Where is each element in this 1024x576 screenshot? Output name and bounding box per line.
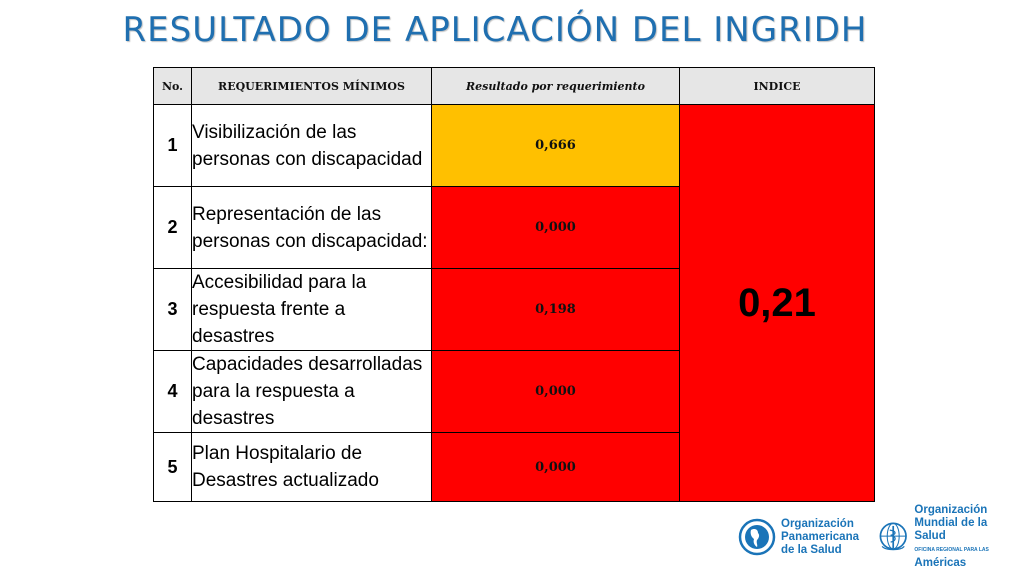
- header-index: INDICE: [679, 67, 875, 105]
- row-requirement: Capacidades desarrolladas para la respue…: [191, 350, 432, 433]
- table-row: 4 Capacidades desarrolladas para la resp…: [153, 350, 875, 433]
- who-line2: Mundial de la Salud: [914, 517, 988, 542]
- table-header-row: No. REQUERIMIENTOS MÍNIMOS Resultado por…: [153, 67, 875, 105]
- footer-logos: Organización Panamericana de la Salud Or…: [738, 504, 1024, 569]
- row-requirement: Plan Hospitalario de Desastres actualiza…: [191, 432, 432, 502]
- table-row: 5 Plan Hospitalario de Desastres actuali…: [153, 432, 875, 502]
- row-number: 4: [153, 350, 192, 433]
- row-number: 1: [153, 104, 192, 187]
- who-line3: Américas: [914, 557, 967, 569]
- who-line1: Organización: [914, 504, 988, 516]
- row-result: 0,000: [431, 186, 680, 269]
- row-result: 0,000: [431, 432, 680, 502]
- table-row: 2 Representación de las personas con dis…: [153, 186, 875, 269]
- row-result: 0,198: [431, 268, 680, 351]
- row-requirement: Visibilización de las personas con disca…: [191, 104, 432, 187]
- who-logo: Organización Mundial de la Salud OFICINA…: [877, 504, 1006, 570]
- row-requirement: Representación de las personas con disca…: [191, 186, 432, 269]
- row-result: 0,000: [431, 350, 680, 433]
- paho-line2: Panamericana: [781, 530, 859, 543]
- header-requirements: REQUERIMIENTOS MÍNIMOS: [191, 67, 432, 105]
- index-value: 0,21: [679, 104, 875, 502]
- header-result: Resultado por requerimiento: [431, 67, 680, 105]
- row-result: 0,666: [431, 104, 680, 187]
- row-number: 2: [153, 186, 192, 269]
- row-requirement: Accesibilidad para la respuesta frente a…: [191, 268, 432, 351]
- row-number: 3: [153, 268, 192, 351]
- row-number: 5: [153, 432, 192, 502]
- table-row: 3 Accesibilidad para la respuesta frente…: [153, 268, 875, 351]
- who-sub: OFICINA REGIONAL PARA LAS: [914, 547, 989, 553]
- header-no: No.: [153, 67, 192, 105]
- results-table: No. REQUERIMIENTOS MÍNIMOS Resultado por…: [153, 67, 875, 502]
- who-emblem-icon: [879, 522, 907, 551]
- table-row: 1 Visibilización de las personas con dis…: [153, 104, 875, 502]
- page-title: RESULTADO DE APLICACIÓN DEL INGRIDH: [122, 10, 868, 50]
- paho-logo: Organización Panamericana de la Salud: [738, 518, 859, 557]
- paho-line3: de la Salud: [781, 543, 842, 556]
- paho-line1: Organización: [781, 517, 854, 530]
- paho-emblem-icon: [738, 518, 776, 556]
